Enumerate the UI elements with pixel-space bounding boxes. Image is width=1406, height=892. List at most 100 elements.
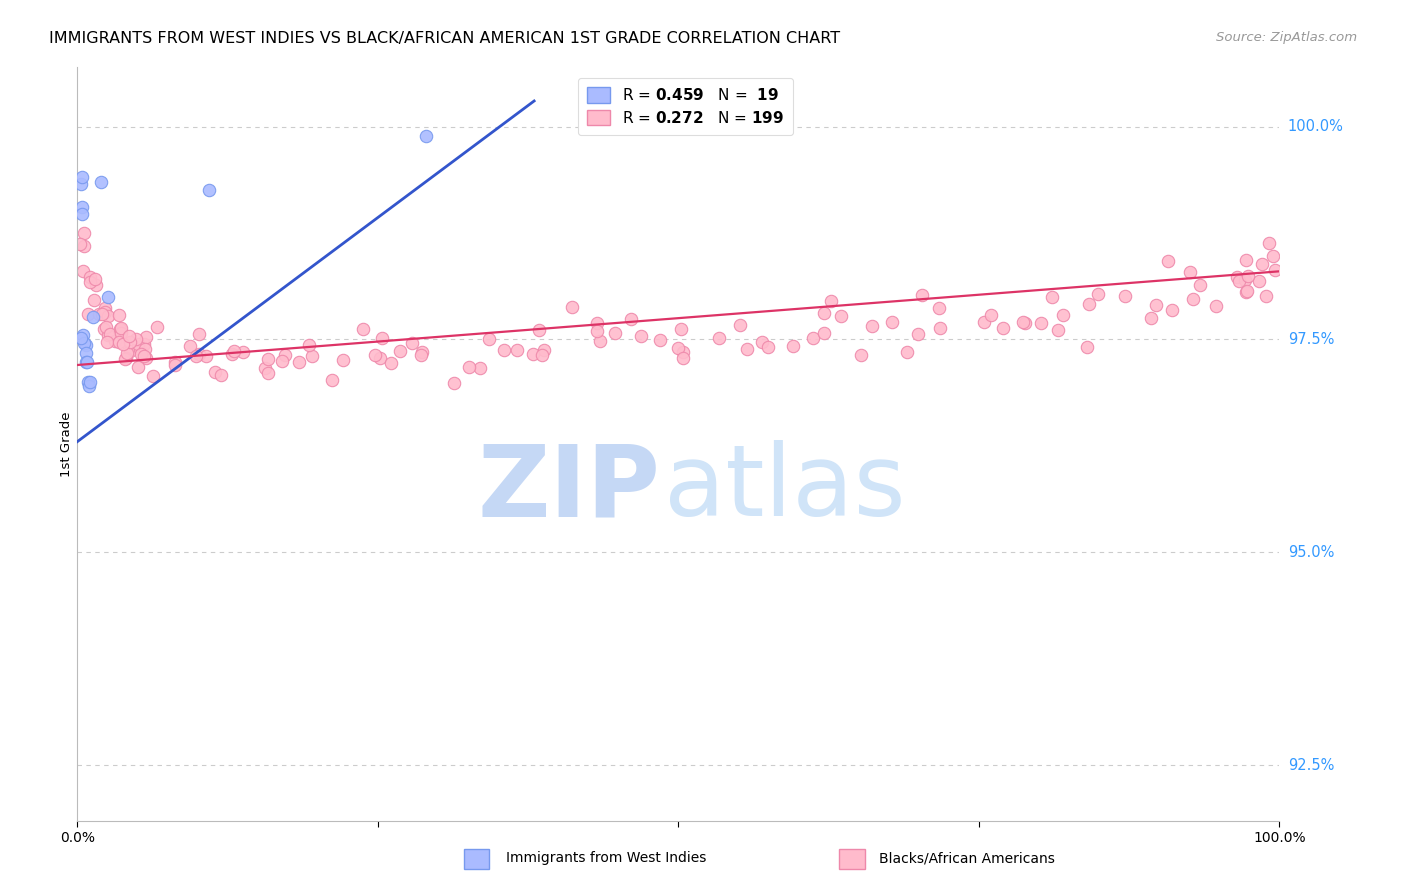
- Point: [443, 376, 465, 390]
- Text: Blacks/African Americans: Blacks/African Americans: [879, 851, 1054, 865]
- Point: [91, 307, 114, 321]
- Point: [114, 352, 136, 367]
- Point: [492, 343, 515, 357]
- Point: [1226, 270, 1249, 285]
- Point: [127, 337, 149, 351]
- Point: [115, 351, 138, 365]
- Point: [108, 335, 131, 350]
- Point: [232, 344, 254, 359]
- Point: [77, 308, 100, 322]
- Point: [672, 345, 695, 359]
- Point: [72, 264, 94, 278]
- Point: [257, 352, 280, 367]
- Point: [97, 327, 120, 342]
- Text: 97.5%: 97.5%: [1288, 332, 1334, 347]
- Point: [188, 326, 211, 341]
- Point: [1263, 249, 1285, 263]
- Point: [82, 310, 104, 324]
- Point: [70, 170, 93, 185]
- Point: [75, 355, 97, 369]
- Point: [135, 330, 157, 344]
- Point: [87, 307, 110, 321]
- Point: [79, 275, 101, 289]
- Point: [993, 320, 1015, 334]
- Point: [332, 353, 354, 368]
- Point: [849, 348, 872, 362]
- Point: [195, 349, 218, 363]
- Point: [1114, 289, 1136, 303]
- Point: [880, 315, 903, 329]
- Point: [128, 342, 150, 356]
- Point: [533, 343, 555, 357]
- Point: [380, 356, 402, 370]
- Text: Source: ZipAtlas.com: Source: ZipAtlas.com: [1216, 31, 1357, 45]
- Point: [980, 308, 1002, 322]
- Point: [735, 343, 758, 357]
- Point: [90, 175, 112, 189]
- Point: [415, 129, 437, 144]
- Point: [1258, 236, 1281, 251]
- Point: [352, 322, 374, 336]
- Point: [1251, 257, 1274, 271]
- Point: [973, 315, 995, 329]
- Point: [911, 288, 934, 302]
- Point: [589, 334, 612, 348]
- Point: [896, 344, 918, 359]
- Point: [146, 320, 169, 334]
- Point: [907, 327, 929, 342]
- Point: [371, 330, 394, 344]
- Point: [118, 329, 141, 343]
- Point: [1256, 289, 1278, 303]
- Point: [820, 294, 842, 309]
- Point: [648, 333, 671, 347]
- Y-axis label: 1st Grade: 1st Grade: [59, 411, 73, 476]
- Point: [1012, 315, 1035, 329]
- Point: [709, 331, 731, 345]
- Point: [860, 319, 883, 334]
- Point: [1205, 299, 1227, 313]
- Point: [104, 334, 127, 349]
- Point: [98, 327, 121, 342]
- Point: [209, 368, 232, 382]
- Point: [527, 322, 550, 336]
- Point: [830, 309, 852, 323]
- Point: [70, 200, 93, 214]
- Point: [1157, 254, 1180, 268]
- Point: [301, 349, 323, 363]
- Point: [1077, 297, 1099, 311]
- Point: [186, 349, 208, 363]
- Text: ZIP: ZIP: [478, 441, 661, 538]
- Point: [1227, 274, 1250, 288]
- Point: [69, 177, 91, 191]
- Point: [401, 336, 423, 351]
- Point: [782, 338, 804, 352]
- Point: [630, 328, 652, 343]
- Point: [298, 337, 321, 351]
- Point: [115, 346, 138, 360]
- Point: [75, 346, 97, 360]
- Point: [470, 361, 492, 376]
- Point: [221, 347, 243, 361]
- Point: [134, 342, 156, 356]
- Point: [77, 379, 100, 393]
- Point: [222, 344, 245, 359]
- Point: [1046, 323, 1069, 337]
- Point: [801, 331, 824, 345]
- Point: [1087, 287, 1109, 301]
- Point: [132, 349, 155, 363]
- Point: [368, 351, 391, 365]
- Text: 95.0%: 95.0%: [1288, 545, 1334, 560]
- Point: [69, 331, 91, 345]
- Point: [83, 293, 105, 308]
- Point: [142, 368, 165, 383]
- Point: [72, 328, 94, 343]
- Point: [1140, 310, 1163, 325]
- Point: [73, 238, 96, 252]
- Point: [728, 318, 751, 333]
- Point: [1236, 284, 1258, 298]
- Text: 92.5%: 92.5%: [1288, 758, 1334, 772]
- Point: [204, 365, 226, 379]
- Point: [409, 348, 432, 362]
- Point: [94, 301, 117, 315]
- Point: [756, 340, 779, 354]
